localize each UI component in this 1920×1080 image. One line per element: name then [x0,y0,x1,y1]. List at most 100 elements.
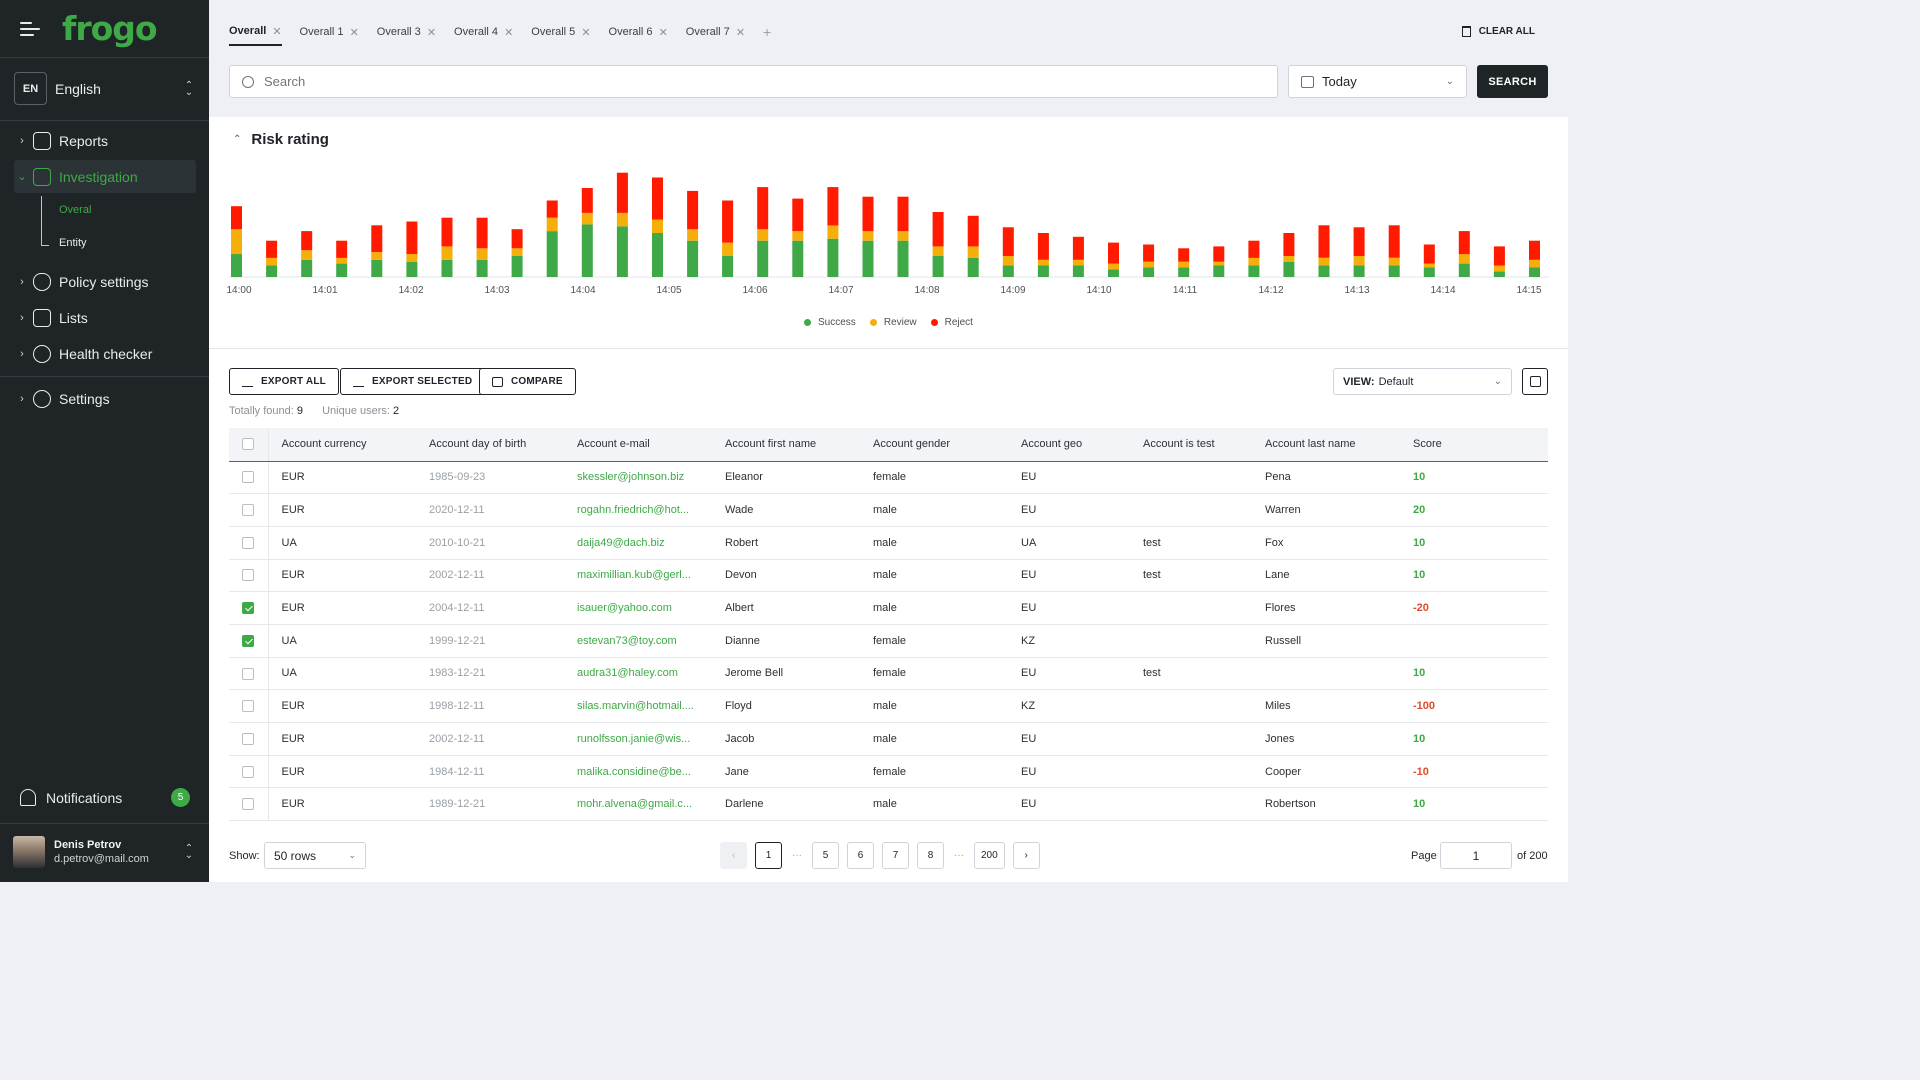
table-row[interactable]: EUR 2020-12-11 rogahn.friedrich@hot... Wade… [229,493,1548,527]
bar-reject-33[interactable] [1388,225,1400,258]
bar-success-17[interactable] [827,238,839,277]
bar-success-16[interactable] [792,240,804,277]
collapse-menu-icon[interactable] [20,21,40,36]
bar-review-3[interactable] [336,257,348,264]
bar-success-19[interactable] [897,240,909,277]
bar-review-24[interactable] [1072,259,1084,266]
close-icon[interactable]: ✕ [735,26,746,39]
table-row[interactable]: EUR 1989-12-21 mohr.alvena@gmail.c... Darle… [229,787,1548,822]
bar-review-11[interactable] [616,212,628,227]
bar-success-31[interactable] [1318,265,1330,278]
row-checkbox[interactable] [242,798,255,811]
bar-success-18[interactable] [862,240,874,277]
bar-success-21[interactable] [967,257,979,277]
bar-review-28[interactable] [1213,261,1225,266]
bar-success-0[interactable] [231,254,242,277]
column-header[interactable]: Account geo [1008,428,1130,462]
bar-review-15[interactable] [757,229,769,241]
row-checkbox[interactable] [242,602,255,615]
bar-review-35[interactable] [1458,254,1470,264]
bar-reject-18[interactable] [862,196,874,232]
bar-success-7[interactable] [476,259,488,277]
bar-reject-7[interactable] [476,217,488,249]
page-number-input[interactable]: 1 [1440,842,1512,869]
bar-review-1[interactable] [266,257,278,266]
chart-header[interactable]: ⌃ Risk rating [233,131,329,148]
tab-5[interactable]: Overall 6 ✕ [609,18,668,46]
bar-success-14[interactable] [722,256,734,277]
bar-success-35[interactable] [1458,263,1470,277]
page-button[interactable]: 200 [974,842,1005,869]
bar-success-12[interactable] [652,233,663,277]
bar-reject-21[interactable] [967,215,979,247]
date-range-select[interactable]: Today ⌄ [1288,65,1467,98]
row-checkbox[interactable] [242,569,255,582]
bar-success-11[interactable] [616,226,628,277]
rows-per-page-select[interactable]: 50 rows ⌄ [264,842,366,869]
bar-review-18[interactable] [862,231,874,241]
bar-reject-17[interactable] [827,187,839,226]
bar-success-36[interactable] [1493,271,1505,277]
email-link[interactable]: maximillian.kub@gerl... [564,559,712,593]
bar-review-31[interactable] [1318,257,1330,266]
row-checkbox[interactable] [242,667,255,680]
bar-review-34[interactable] [1423,263,1435,268]
nav-item-health-checker[interactable]: › Health checker [14,337,196,370]
email-link[interactable]: daija49@dach.biz [564,526,712,560]
row-checkbox[interactable] [242,536,255,549]
bar-review-16[interactable] [792,231,804,241]
bar-success-25[interactable] [1108,269,1119,277]
bar-review-25[interactable] [1108,263,1119,270]
bar-reject-31[interactable] [1318,225,1330,258]
row-checkbox[interactable] [242,471,255,484]
bar-success-23[interactable] [1037,265,1049,278]
bar-reject-26[interactable] [1143,244,1155,262]
bar-reject-35[interactable] [1458,231,1470,255]
column-header[interactable]: Account is test [1130,428,1252,462]
bar-review-2[interactable] [301,250,313,260]
export-all-button[interactable]: EXPORT ALL [229,368,339,395]
bar-reject-0[interactable] [231,206,242,230]
bar-review-6[interactable] [441,246,453,260]
bar-success-5[interactable] [406,261,418,277]
bar-success-6[interactable] [441,259,453,277]
nav-item-settings[interactable]: › Settings [14,382,196,415]
bar-success-4[interactable] [371,259,383,277]
bar-reject-2[interactable] [301,231,313,251]
bar-review-0[interactable] [231,229,242,255]
bar-review-12[interactable] [652,219,663,233]
legend-item-review[interactable]: Review [869,317,917,328]
bar-reject-37[interactable] [1529,240,1540,260]
tab-4[interactable]: Overall 5 ✕ [531,18,590,46]
row-checkbox[interactable] [242,634,255,647]
bar-review-37[interactable] [1529,259,1540,268]
row-checkbox[interactable] [242,732,255,745]
table-row[interactable]: EUR 1985-09-23 skessler@johnson.biz Eleanor… [229,461,1548,495]
bar-reject-1[interactable] [266,240,278,258]
column-settings-button[interactable] [1522,368,1548,395]
page-button[interactable]: 1 [755,842,782,869]
tab-1[interactable]: Overall 1 ✕ [300,18,359,46]
column-header[interactable]: Account day of birth [416,428,564,462]
email-link[interactable]: estevan73@toy.com [564,624,712,658]
bar-reject-24[interactable] [1072,236,1084,260]
bar-success-30[interactable] [1283,261,1295,277]
email-link[interactable]: silas.marvin@hotmail.... [564,689,712,723]
nav-item-reports[interactable]: › Reports [14,124,196,157]
bar-success-24[interactable] [1072,265,1084,278]
bar-reject-36[interactable] [1493,246,1505,266]
bar-success-15[interactable] [757,240,769,277]
legend-item-reject[interactable]: Reject [930,317,973,328]
column-header[interactable]: Account e-mail [564,428,712,462]
bar-reject-4[interactable] [371,225,383,253]
bar-review-8[interactable] [511,248,523,256]
bar-success-33[interactable] [1388,265,1400,278]
bar-review-19[interactable] [897,231,909,241]
column-header[interactable]: Account first name [712,428,860,462]
add-tab-button[interactable]: + [763,24,772,40]
table-row[interactable]: UA 1983-12-21 audra31@haley.com Jerome Bell… [229,657,1548,691]
bar-success-32[interactable] [1353,265,1365,278]
bar-reject-14[interactable] [722,200,734,243]
bar-review-33[interactable] [1388,257,1400,266]
table-row[interactable]: EUR 1998-12-11 silas.marvin@hotmail.... Flo… [229,689,1548,723]
